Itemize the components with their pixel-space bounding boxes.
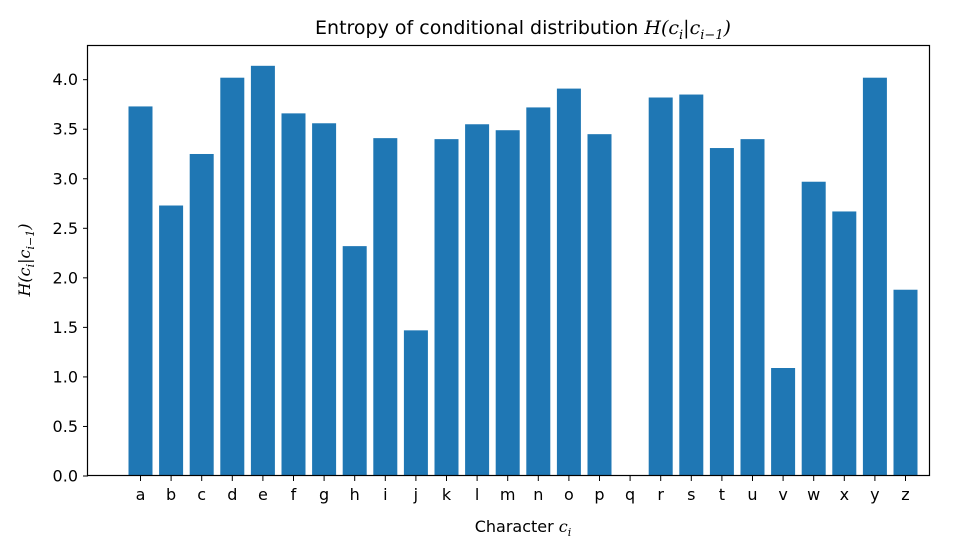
chart-title-math-mid: |c [683,17,700,39]
x-tick-label-o: o [564,485,574,504]
x-tick-label-p: p [594,485,604,504]
chart-title-math: H(c [643,17,679,39]
chart-title-subscript: i [679,28,683,43]
bar-l [465,124,490,476]
y-tick-label-3.5: 3.5 [53,120,78,139]
y-axis-label: H(ci|ci−1) [15,223,37,297]
bar-z [893,289,918,476]
bar-s [679,94,704,476]
y-tick-label-3.0: 3.0 [53,169,78,188]
bar-i [373,138,398,476]
bar-d [220,77,245,476]
bar-u [740,139,765,476]
bar-o [556,88,581,476]
y-axis-label-subscript2: i−1 [24,230,37,250]
y-tick-label-2.0: 2.0 [53,268,78,287]
x-axis-label-text: Character [475,517,559,536]
x-tick-label-r: r [657,485,664,504]
bar-m [495,130,520,476]
x-axis-label-subscript: i [568,526,572,539]
bar-b [159,205,184,476]
y-axis-label-subscript: i [24,264,37,268]
x-tick-label-i: i [383,485,387,504]
plot-frame [86,44,931,477]
x-tick-label-d: d [227,485,237,504]
x-tick-label-m: m [500,485,516,504]
bar-c [189,153,214,477]
x-tick-label-a: a [136,485,146,504]
y-tick-label-1.5: 1.5 [53,318,78,337]
x-tick-label-v: v [778,485,787,504]
y-axis-label-math-mid: |c [15,249,34,263]
y-tick-label-4.0: 4.0 [53,70,78,89]
bar-n [526,107,551,477]
x-tick-label-t: t [719,485,725,504]
y-tick-label-2.5: 2.5 [53,219,78,238]
chart-title: Entropy of conditional distribution H(ci… [315,17,731,43]
x-axis-label-math: c [559,517,568,536]
x-tick-label-k: k [442,485,452,504]
x-tick-label-y: y [870,485,879,504]
bar-h [342,246,367,476]
y-tick-label-0.5: 0.5 [53,417,78,436]
x-tick-label-l: l [475,485,479,504]
bar-v [771,368,796,476]
x-tick-label-z: z [901,485,909,504]
x-tick-label-n: n [533,485,543,504]
bar-p [587,134,612,477]
bars-group [128,65,918,477]
x-tick-label-x: x [840,485,849,504]
x-tick-label-g: g [319,485,329,504]
y-axis-label-math-end: ) [15,223,34,230]
y-axis: 0.0 0.5 1.0 1.5 2.0 2.5 3.0 3.5 4.0 [53,70,88,486]
bar-e [250,65,275,476]
bar-g [312,123,337,477]
x-tick-label-e: e [258,485,268,504]
bar-t [709,148,734,477]
bar-k [434,139,459,476]
bar-y [862,77,887,476]
bar-a [128,106,153,477]
x-tick-label-b: b [166,485,176,504]
chart-title-math-end: ) [723,17,731,39]
x-axis-label: Character ci [475,517,572,539]
y-axis-label-math: H(c [15,267,34,297]
x-tick-label-f: f [291,485,297,504]
chart-title-subscript2: i−1 [700,28,723,43]
x-tick-label-u: u [747,485,757,504]
y-tick-label-0.0: 0.0 [53,467,78,486]
bar-f [281,113,306,477]
y-tick-label-1.0: 1.0 [53,367,78,386]
x-tick-label-w: w [807,485,820,504]
x-tick-label-h: h [350,485,360,504]
bar-w [801,181,826,477]
x-tick-label-s: s [687,485,695,504]
x-tick-label-j: j [413,485,418,504]
bar-x [832,211,857,476]
chart-title-text: Entropy of conditional distribution [315,17,644,39]
x-tick-label-c: c [197,485,206,504]
bar-r [648,97,673,476]
bar-j [403,330,428,476]
x-tick-label-q: q [625,485,635,504]
